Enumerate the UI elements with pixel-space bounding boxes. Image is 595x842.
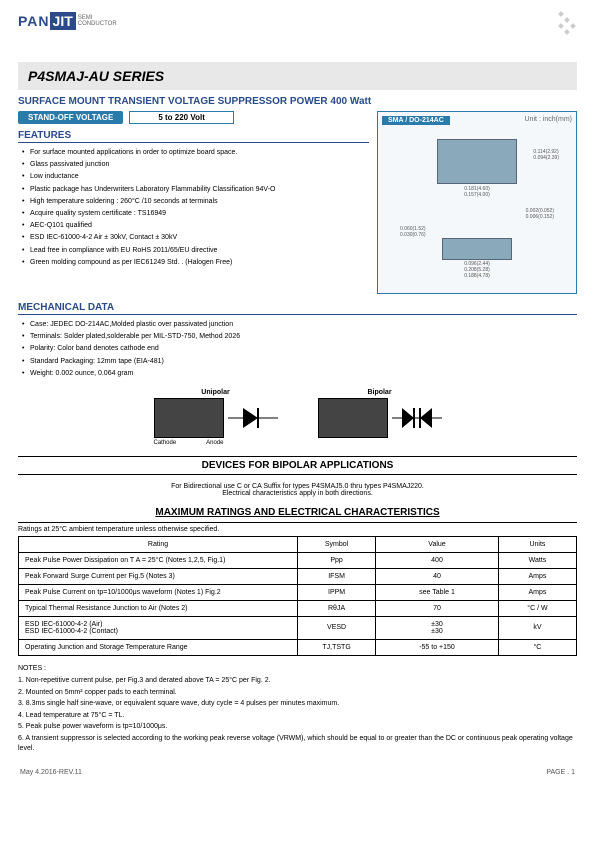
table-cell: TJ,TSTG: [298, 639, 376, 655]
note-item: 2. Mounted on 5mm² copper pads to each t…: [18, 688, 577, 699]
feature-item: ESD IEC-61000-4-2 Air ± 30kV, Contact ± …: [22, 232, 369, 243]
col-units: Units: [498, 536, 576, 552]
mech-item: Standard Packaging: 12mm tape (EIA-481): [22, 356, 577, 367]
table-cell: 70: [376, 600, 499, 616]
feature-item: For surface mounted applications in orde…: [22, 147, 369, 158]
col-rating: Rating: [19, 536, 298, 552]
table-cell: IFSM: [298, 568, 376, 584]
table-row: ESD IEC-61000-4-2 (Air) ESD IEC-61000-4-…: [19, 616, 577, 639]
table-cell: IPPM: [298, 584, 376, 600]
note-item: 4. Lead temperature at 75°C = TL.: [18, 711, 577, 722]
package-type-badge: SMA / DO-214AC: [382, 116, 450, 125]
mech-item: Case: JEDEC DO-214AC,Molded plastic over…: [22, 319, 577, 330]
diode-symbol-icon: [228, 398, 278, 438]
col-symbol: Symbol: [298, 536, 376, 552]
mechanical-list: Case: JEDEC DO-214AC,Molded plastic over…: [18, 319, 577, 379]
revision-date: May 4.2016-REV.11: [20, 769, 82, 776]
feature-item: Glass passivated junction: [22, 159, 369, 170]
table-cell: Ppp: [298, 552, 376, 568]
features-title: FEATURES: [18, 130, 369, 143]
table-cell: RθJA: [298, 600, 376, 616]
mech-item: Weight: 0.002 ounce, 0.064 gram: [22, 368, 577, 379]
table-cell: 40: [376, 568, 499, 584]
table-cell: °C: [498, 639, 576, 655]
feature-item: Acquire quality system certificate : TS1…: [22, 208, 369, 219]
table-cell: Operating Junction and Storage Temperatu…: [19, 639, 298, 655]
table-cell: Amps: [498, 584, 576, 600]
table-cell: VESD: [298, 616, 376, 639]
feature-item: AEC-Q101 qualified: [22, 220, 369, 231]
table-cell: Watts: [498, 552, 576, 568]
series-title: P4SMAJ-AU SERIES: [28, 68, 567, 84]
unit-label: Unit : inch(mm): [525, 116, 572, 125]
bipolar-diagram: Bipolar: [318, 389, 442, 446]
table-cell: Typical Thermal Resistance Junction to A…: [19, 600, 298, 616]
feature-item: High temperature soldering : 260°C /10 s…: [22, 196, 369, 207]
page-number: PAGE . 1: [546, 769, 575, 776]
logo-jit: JIT: [50, 12, 76, 30]
table-cell: ESD IEC-61000-4-2 (Air) ESD IEC-61000-4-…: [19, 616, 298, 639]
table-cell: see Table 1: [376, 584, 499, 600]
note-item: 1. Non-repetitive current pulse, per Fig…: [18, 676, 577, 687]
table-row: Typical Thermal Resistance Junction to A…: [19, 600, 577, 616]
table-row: Operating Junction and Storage Temperatu…: [19, 639, 577, 655]
table-row: Peak Forward Surge Current per Fig.5 (No…: [19, 568, 577, 584]
table-cell: Peak Forward Surge Current per Fig.5 (No…: [19, 568, 298, 584]
subtitle: SURFACE MOUNT TRANSIENT VOLTAGE SUPPRESS…: [18, 96, 577, 107]
table-cell: Peak Pulse Current on tp=10/1000μs wavef…: [19, 584, 298, 600]
bipolar-section-title: DEVICES FOR BIPOLAR APPLICATIONS: [18, 456, 577, 475]
bipolar-note: For Bidirectional use C or CA Suffix for…: [18, 479, 577, 501]
table-cell: Peak Pulse Power Dissipation on T A = 25…: [19, 552, 298, 568]
voltage-range-badge: 5 to 220 Volt: [129, 111, 234, 124]
ratings-title: MAXIMUM RATINGS AND ELECTRICAL CHARACTER…: [18, 507, 577, 518]
feature-item: Low inductance: [22, 171, 369, 182]
page-footer: May 4.2016-REV.11 PAGE . 1: [18, 769, 577, 776]
page-header: PAN JIT SEMICONDUCTOR: [18, 12, 577, 42]
note-item: 6. A transient suppressor is selected ac…: [18, 734, 577, 755]
notes-title: NOTES :: [18, 664, 577, 675]
polarity-diagrams: Unipolar Cathode Anode Bipolar: [18, 389, 577, 446]
feature-item: Green molding compound as per IEC61249 S…: [22, 257, 369, 268]
bidirectional-diode-icon: [392, 398, 442, 438]
table-cell: Amps: [498, 568, 576, 584]
ratings-table: Rating Symbol Value Units Peak Pulse Pow…: [18, 536, 577, 656]
feature-item: Plastic package has Underwriters Laborat…: [22, 184, 369, 195]
table-row: Peak Pulse Current on tp=10/1000μs wavef…: [19, 584, 577, 600]
table-cell: 400: [376, 552, 499, 568]
features-list: For surface mounted applications in orde…: [18, 147, 369, 268]
badges-row: STAND-OFF VOLTAGE 5 to 220 Volt: [18, 111, 369, 124]
col-value: Value: [376, 536, 499, 552]
notes-section: NOTES : 1. Non-repetitive current pulse,…: [18, 664, 577, 755]
series-title-bar: P4SMAJ-AU SERIES: [18, 62, 577, 90]
mech-item: Terminals: Solder plated,solderable per …: [22, 331, 577, 342]
table-cell: ±30 ±30: [376, 616, 499, 639]
package-diagram-panel: SMA / DO-214AC Unit : inch(mm) 0.181(4.6…: [377, 111, 577, 294]
mechanical-title: MECHANICAL DATA: [18, 302, 577, 315]
unipolar-diagram: Unipolar Cathode Anode: [154, 389, 278, 446]
logo: PAN JIT SEMICONDUCTOR: [18, 12, 117, 30]
table-cell: -55 to +150: [376, 639, 499, 655]
feature-item: Lead free in compliance with EU RoHS 201…: [22, 245, 369, 256]
standoff-badge: STAND-OFF VOLTAGE: [18, 111, 123, 124]
ratings-ambient-note: Ratings at 25°C ambient temperature unle…: [18, 522, 577, 536]
logo-pan: PAN: [18, 13, 50, 29]
logo-sub: SEMICONDUCTOR: [78, 15, 117, 27]
table-cell: kV: [498, 616, 576, 639]
mech-item: Polarity: Color band denotes cathode end: [22, 343, 577, 354]
table-cell: °C / W: [498, 600, 576, 616]
package-outline-drawing: 0.181(4.60) 0.157(4.00) 0.114(2.92) 0.09…: [382, 129, 572, 289]
decorative-dots: [547, 12, 577, 42]
note-item: 5. Peak pulse power waveform is tp=10/10…: [18, 722, 577, 733]
table-row: Peak Pulse Power Dissipation on T A = 25…: [19, 552, 577, 568]
note-item: 3. 8.3ms single half sine-wave, or equiv…: [18, 699, 577, 710]
